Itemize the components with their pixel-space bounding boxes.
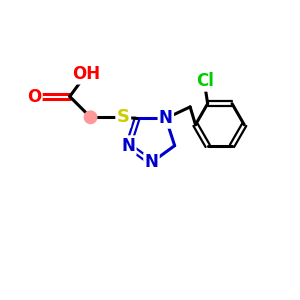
Text: OH: OH [72, 65, 100, 83]
Text: N: N [159, 110, 173, 128]
Text: S: S [117, 108, 130, 126]
Circle shape [84, 111, 97, 124]
Text: N: N [145, 154, 158, 172]
Text: Cl: Cl [196, 72, 214, 90]
Text: N: N [122, 136, 135, 154]
Text: O: O [27, 88, 41, 106]
Circle shape [29, 90, 42, 103]
